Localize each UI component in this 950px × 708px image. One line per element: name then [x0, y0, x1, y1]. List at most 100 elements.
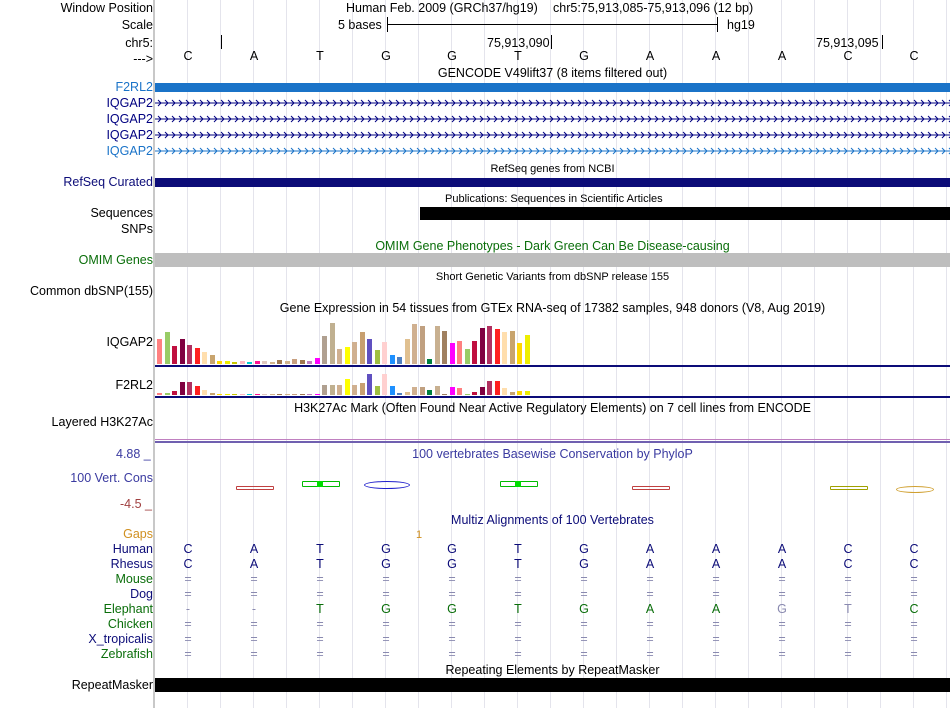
- gencode-transcript-label[interactable]: F2RL2: [115, 80, 153, 94]
- h3k27ac-track-label[interactable]: Layered H3K27Ac: [51, 415, 153, 429]
- iqgap2-expression-bar[interactable]: [517, 343, 522, 364]
- sequences-label[interactable]: Sequences: [90, 206, 153, 220]
- multiz-species-label[interactable]: Zebrafish: [100, 647, 153, 661]
- f2rl2-expression-bar[interactable]: [487, 381, 492, 395]
- f2rl2-expression-bar[interactable]: [427, 390, 432, 395]
- f2rl2-expression-bar[interactable]: [262, 394, 267, 395]
- iqgap2-expression-bar[interactable]: [434, 326, 440, 364]
- iqgap2-expression-bar[interactable]: [374, 350, 380, 364]
- f2rl2-expression-bar[interactable]: [292, 394, 297, 395]
- iqgap2-expression-bar[interactable]: [262, 361, 267, 364]
- iqgap2-expression-bar[interactable]: [389, 355, 395, 364]
- f2rl2-expression-bar[interactable]: [464, 394, 470, 395]
- multiz-track-title[interactable]: Multiz Alignments of 100 Vertebrates: [451, 513, 654, 527]
- f2rl2-expression-bar[interactable]: [329, 385, 335, 395]
- iqgap2-expression-bar[interactable]: [232, 362, 237, 364]
- multiz-species-label[interactable]: Rhesus: [110, 557, 153, 571]
- gtex-gene-label-iqgap2[interactable]: IQGAP2: [106, 335, 153, 349]
- iqgap2-expression-bar[interactable]: [449, 343, 455, 364]
- refseq-gene-bar[interactable]: [155, 178, 950, 187]
- iqgap2-expression-bar[interactable]: [442, 331, 447, 364]
- f2rl2-expression-bar[interactable]: [359, 383, 365, 395]
- f2rl2-expression-bar[interactable]: [517, 391, 522, 395]
- f2rl2-expression-bar[interactable]: [322, 385, 327, 395]
- iqgap2-expression-bar[interactable]: [367, 339, 372, 364]
- dbsnp-track-title[interactable]: Short Genetic Variants from dbSNP releas…: [435, 271, 670, 283]
- iqgap2-expression-bar[interactable]: [224, 361, 230, 364]
- f2rl2-expression-bar[interactable]: [277, 394, 282, 395]
- conservation-score-mark[interactable]: [317, 481, 323, 487]
- f2rl2-expression-bar[interactable]: [374, 386, 380, 395]
- iqgap2-expression-bar[interactable]: [157, 339, 162, 364]
- gencode-transcript-label[interactable]: IQGAP2: [106, 112, 153, 126]
- iqgap2-expression-bar[interactable]: [494, 329, 500, 364]
- f2rl2-expression-bar[interactable]: [449, 387, 455, 395]
- f2rl2-expression-bar[interactable]: [187, 382, 192, 395]
- iqgap2-expression-bar[interactable]: [524, 335, 530, 364]
- iqgap2-expression-bar[interactable]: [464, 349, 470, 364]
- iqgap2-expression-bar[interactable]: [322, 336, 327, 364]
- iqgap2-expression-bar[interactable]: [164, 332, 170, 364]
- gencode-intron-line[interactable]: [155, 98, 950, 108]
- iqgap2-expression-bar[interactable]: [307, 361, 312, 364]
- conservation-track-title[interactable]: 100 vertebrates Basewise Conservation by…: [412, 447, 693, 461]
- iqgap2-expression-bar[interactable]: [427, 359, 432, 364]
- iqgap2-expression-bar[interactable]: [209, 355, 215, 364]
- f2rl2-expression-bar[interactable]: [412, 387, 417, 395]
- omim-track-label[interactable]: OMIM Genes: [78, 253, 153, 267]
- gencode-intron-line[interactable]: [155, 130, 950, 140]
- iqgap2-expression-bar[interactable]: [359, 332, 365, 364]
- position-readout[interactable]: chr5:75,913,085-75,913,096 (12 bp): [553, 1, 754, 15]
- f2rl2-expression-bar[interactable]: [269, 394, 275, 395]
- gaps-label[interactable]: Gaps: [123, 527, 153, 541]
- gencode-intron-line[interactable]: [155, 114, 950, 124]
- f2rl2-expression-bar[interactable]: [164, 393, 170, 395]
- f2rl2-expression-bar[interactable]: [217, 394, 222, 395]
- multiz-species-label[interactable]: X_tropicalis: [88, 632, 153, 646]
- multiz-species-label[interactable]: Elephant: [103, 602, 153, 616]
- iqgap2-expression-bar[interactable]: [194, 348, 200, 364]
- multiz-species-label[interactable]: Dog: [130, 587, 153, 601]
- iqgap2-expression-bar[interactable]: [344, 347, 350, 364]
- gencode-intron-line[interactable]: [155, 146, 950, 156]
- f2rl2-expression-bar[interactable]: [404, 392, 410, 395]
- iqgap2-expression-bar[interactable]: [172, 346, 177, 364]
- iqgap2-expression-bar[interactable]: [404, 339, 410, 364]
- multiz-species-label[interactable]: Mouse: [115, 572, 153, 586]
- iqgap2-expression-bar[interactable]: [487, 326, 492, 364]
- conservation-score-mark[interactable]: [896, 486, 934, 493]
- iqgap2-expression-bar[interactable]: [314, 358, 320, 364]
- f2rl2-expression-bar[interactable]: [344, 379, 350, 395]
- f2rl2-expression-bar[interactable]: [209, 393, 215, 395]
- f2rl2-expression-bar[interactable]: [367, 374, 372, 395]
- f2rl2-expression-bar[interactable]: [479, 387, 485, 395]
- f2rl2-expression-bar[interactable]: [299, 394, 305, 395]
- iqgap2-expression-bar[interactable]: [187, 345, 192, 364]
- f2rl2-expression-bar[interactable]: [254, 394, 260, 395]
- conservation-score-mark[interactable]: [515, 481, 521, 487]
- dbsnp-track-label[interactable]: Common dbSNP(155): [30, 284, 153, 298]
- gtex-gene-label-f2rl2[interactable]: F2RL2: [115, 378, 153, 392]
- f2rl2-expression-bar[interactable]: [172, 391, 177, 395]
- conservation-track-label[interactable]: 100 Vert. Cons: [70, 471, 153, 485]
- iqgap2-expression-bar[interactable]: [337, 349, 342, 364]
- f2rl2-expression-bar[interactable]: [224, 394, 230, 395]
- f2rl2-expression-bar[interactable]: [502, 388, 507, 395]
- publications-track-title[interactable]: Publications: Sequences in Scientific Ar…: [445, 193, 663, 205]
- iqgap2-expression-bar[interactable]: [292, 359, 297, 364]
- f2rl2-expression-bar[interactable]: [337, 385, 342, 395]
- multiz-species-label[interactable]: Chicken: [107, 617, 153, 631]
- conservation-score-mark[interactable]: [830, 486, 868, 490]
- iqgap2-expression-bar[interactable]: [472, 341, 477, 364]
- f2rl2-expression-bar[interactable]: [494, 381, 500, 395]
- f2rl2-expression-bar[interactable]: [472, 392, 477, 395]
- omim-track-title[interactable]: OMIM Gene Phenotypes - Dark Green Can Be…: [375, 239, 730, 253]
- iqgap2-expression-bar[interactable]: [412, 324, 417, 364]
- iqgap2-expression-bar[interactable]: [509, 331, 515, 364]
- f2rl2-expression-bar[interactable]: [157, 393, 162, 395]
- f2rl2-expression-bar[interactable]: [509, 392, 515, 395]
- iqgap2-expression-bar[interactable]: [239, 361, 245, 364]
- iqgap2-expression-bar[interactable]: [269, 362, 275, 364]
- f2rl2-expression-bar[interactable]: [314, 394, 320, 395]
- iqgap2-expression-bar[interactable]: [247, 362, 252, 364]
